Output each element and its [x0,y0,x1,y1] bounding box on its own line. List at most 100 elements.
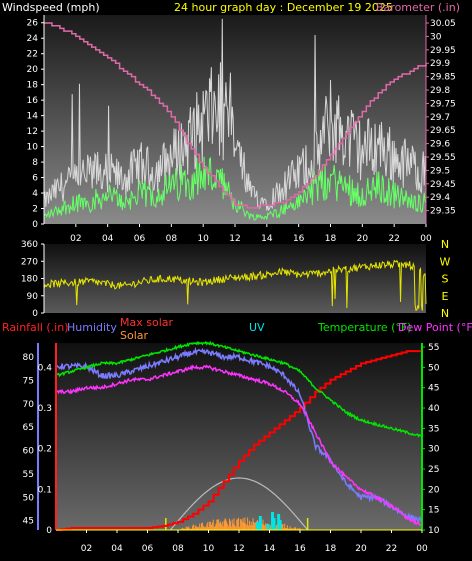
humidity-y-tick-label: 60 [23,447,35,457]
rainfall-y-tick-label: 0 [46,526,52,536]
wind-x-tick-label: 22 [388,234,399,244]
direction-compass-label: S [442,273,449,286]
wind-y-tick-label: 22 [27,50,38,60]
wind-y-tick-label: 24 [27,34,39,44]
barometer-y-tick-label: 29.9 [430,59,450,69]
rainfall-y-tick-label: 0.3 [38,404,52,414]
temperature-y-tick-label: 40 [428,404,440,414]
chart-panels: 0246810121416182022242629.3529.429.4529.… [21,15,456,554]
humidity-axis-title: Humidity [67,321,117,334]
rain-x-tick-label: 12 [233,544,244,554]
wind-y-tick-label: 4 [32,189,38,199]
uv-bar [255,522,259,530]
rain-x-tick-label: 06 [142,544,154,554]
rain-plot-area [56,343,422,530]
barometer-y-tick-label: 29.65 [430,126,456,136]
barometer-y-tick-label: 29.85 [430,73,456,83]
direction-y-tick-label: 360 [21,240,38,250]
rainfall-axis-title: Rainfall (.in) [2,321,69,334]
wind-y-tick-label: 10 [27,143,39,153]
temperature-y-tick-label: 25 [428,465,439,475]
wind-y-tick-label: 26 [27,19,39,29]
uv-bar [271,512,275,530]
rain-x-tick-label: 16 [294,544,306,554]
humidity-y-tick-label: 50 [23,493,35,503]
wind-y-tick-label: 0 [32,220,38,230]
rain-x-tick-label: 08 [172,544,184,554]
barometer-y-tick-label: 29.6 [430,140,450,150]
temperature-y-tick-label: 10 [428,526,440,536]
wind-x-tick-label: 10 [197,234,209,244]
wind-x-tick-label: 16 [293,234,305,244]
wind-x-tick-label: 12 [229,234,240,244]
wind-direction-line [43,259,427,312]
rain-x-tick-label: 02 [81,544,92,554]
rain-x-tick-label: 10 [203,544,215,554]
wind-y-tick-label: 20 [27,65,39,75]
uv-bar [272,518,276,530]
direction-compass-label: W [440,255,451,268]
humidity-y-tick-label: 70 [23,400,35,410]
barometer-y-tick-label: 30 [430,32,442,42]
wind-x-tick-label: 08 [166,234,178,244]
direction-compass-label: E [442,290,449,303]
wind-x-tick-label: 20 [357,234,369,244]
rain-x-tick-label: 04 [111,544,123,554]
max-solar-line [169,477,309,531]
direction-y-tick-label: 180 [21,275,38,285]
uv-bar [277,514,281,530]
dewpoint-axis-title: Dew Point (°F) [398,321,472,334]
temperature-y-tick-label: 50 [428,363,440,373]
humidity-y-tick-label: 80 [23,353,35,363]
uv-title: UV [249,321,265,334]
uv-bar [266,524,270,530]
rain-x-tick-label: 20 [355,544,367,554]
wind-x-tick-label: 00 [420,234,432,244]
rainfall-y-tick-label: 0.1 [38,485,52,495]
temperature-y-tick-label: 20 [428,485,440,495]
temperature-y-tick-label: 45 [428,384,439,394]
rain-x-tick-label: 18 [325,544,337,554]
barometer-y-tick-label: 29.45 [430,180,456,190]
barometer-y-tick-label: 29.5 [430,166,450,176]
chart-title: 24 hour graph day : December 19 2025 [174,1,393,14]
direction-compass-label: N [441,238,449,251]
temperature-y-tick-label: 55 [428,343,439,353]
wind-axis-title: Windspeed (mph) [2,1,100,14]
temperature-line [55,340,423,438]
barometer-y-tick-label: 29.35 [430,207,456,217]
rainfall-y-tick-label: 0.2 [38,445,52,455]
barometer-y-tick-label: 29.75 [430,99,456,109]
barometer-y-tick-label: 29.8 [430,86,450,96]
rainfall-line [56,350,423,531]
dewpoint-line [55,364,423,527]
wind-y-tick-label: 2 [32,205,38,215]
wind-y-tick-label: 6 [32,174,38,184]
direction-y-tick-label: 270 [21,257,38,267]
wind-y-tick-label: 14 [27,112,39,122]
uv-bar [278,520,282,530]
rain-x-tick-label: 00 [416,544,428,554]
barometer-line [44,22,427,209]
barometer-y-tick-label: 29.95 [430,46,456,56]
humidity-line [55,346,423,524]
uv-bar [258,516,262,530]
max-solar-title: Max solar [120,316,173,329]
wind-x-tick-label: 18 [325,234,337,244]
temperature-y-tick-label: 35 [428,424,439,434]
direction-y-tick-label: 90 [27,292,39,302]
barometer-y-tick-label: 29.7 [430,113,450,123]
wind-y-tick-label: 12 [27,127,38,137]
solar-title: Solar [120,329,149,342]
barometer-y-tick-label: 29.4 [430,193,450,203]
wind-y-tick-label: 18 [27,81,39,91]
humidity-y-tick-label: 45 [23,517,34,527]
humidity-y-tick-label: 75 [23,376,34,386]
humidity-y-tick-label: 65 [23,423,34,433]
barometer-y-tick-label: 29.55 [430,153,456,163]
rain-x-tick-label: 22 [386,544,397,554]
temperature-y-tick-label: 30 [428,445,440,455]
wind-y-tick-label: 8 [32,158,38,168]
